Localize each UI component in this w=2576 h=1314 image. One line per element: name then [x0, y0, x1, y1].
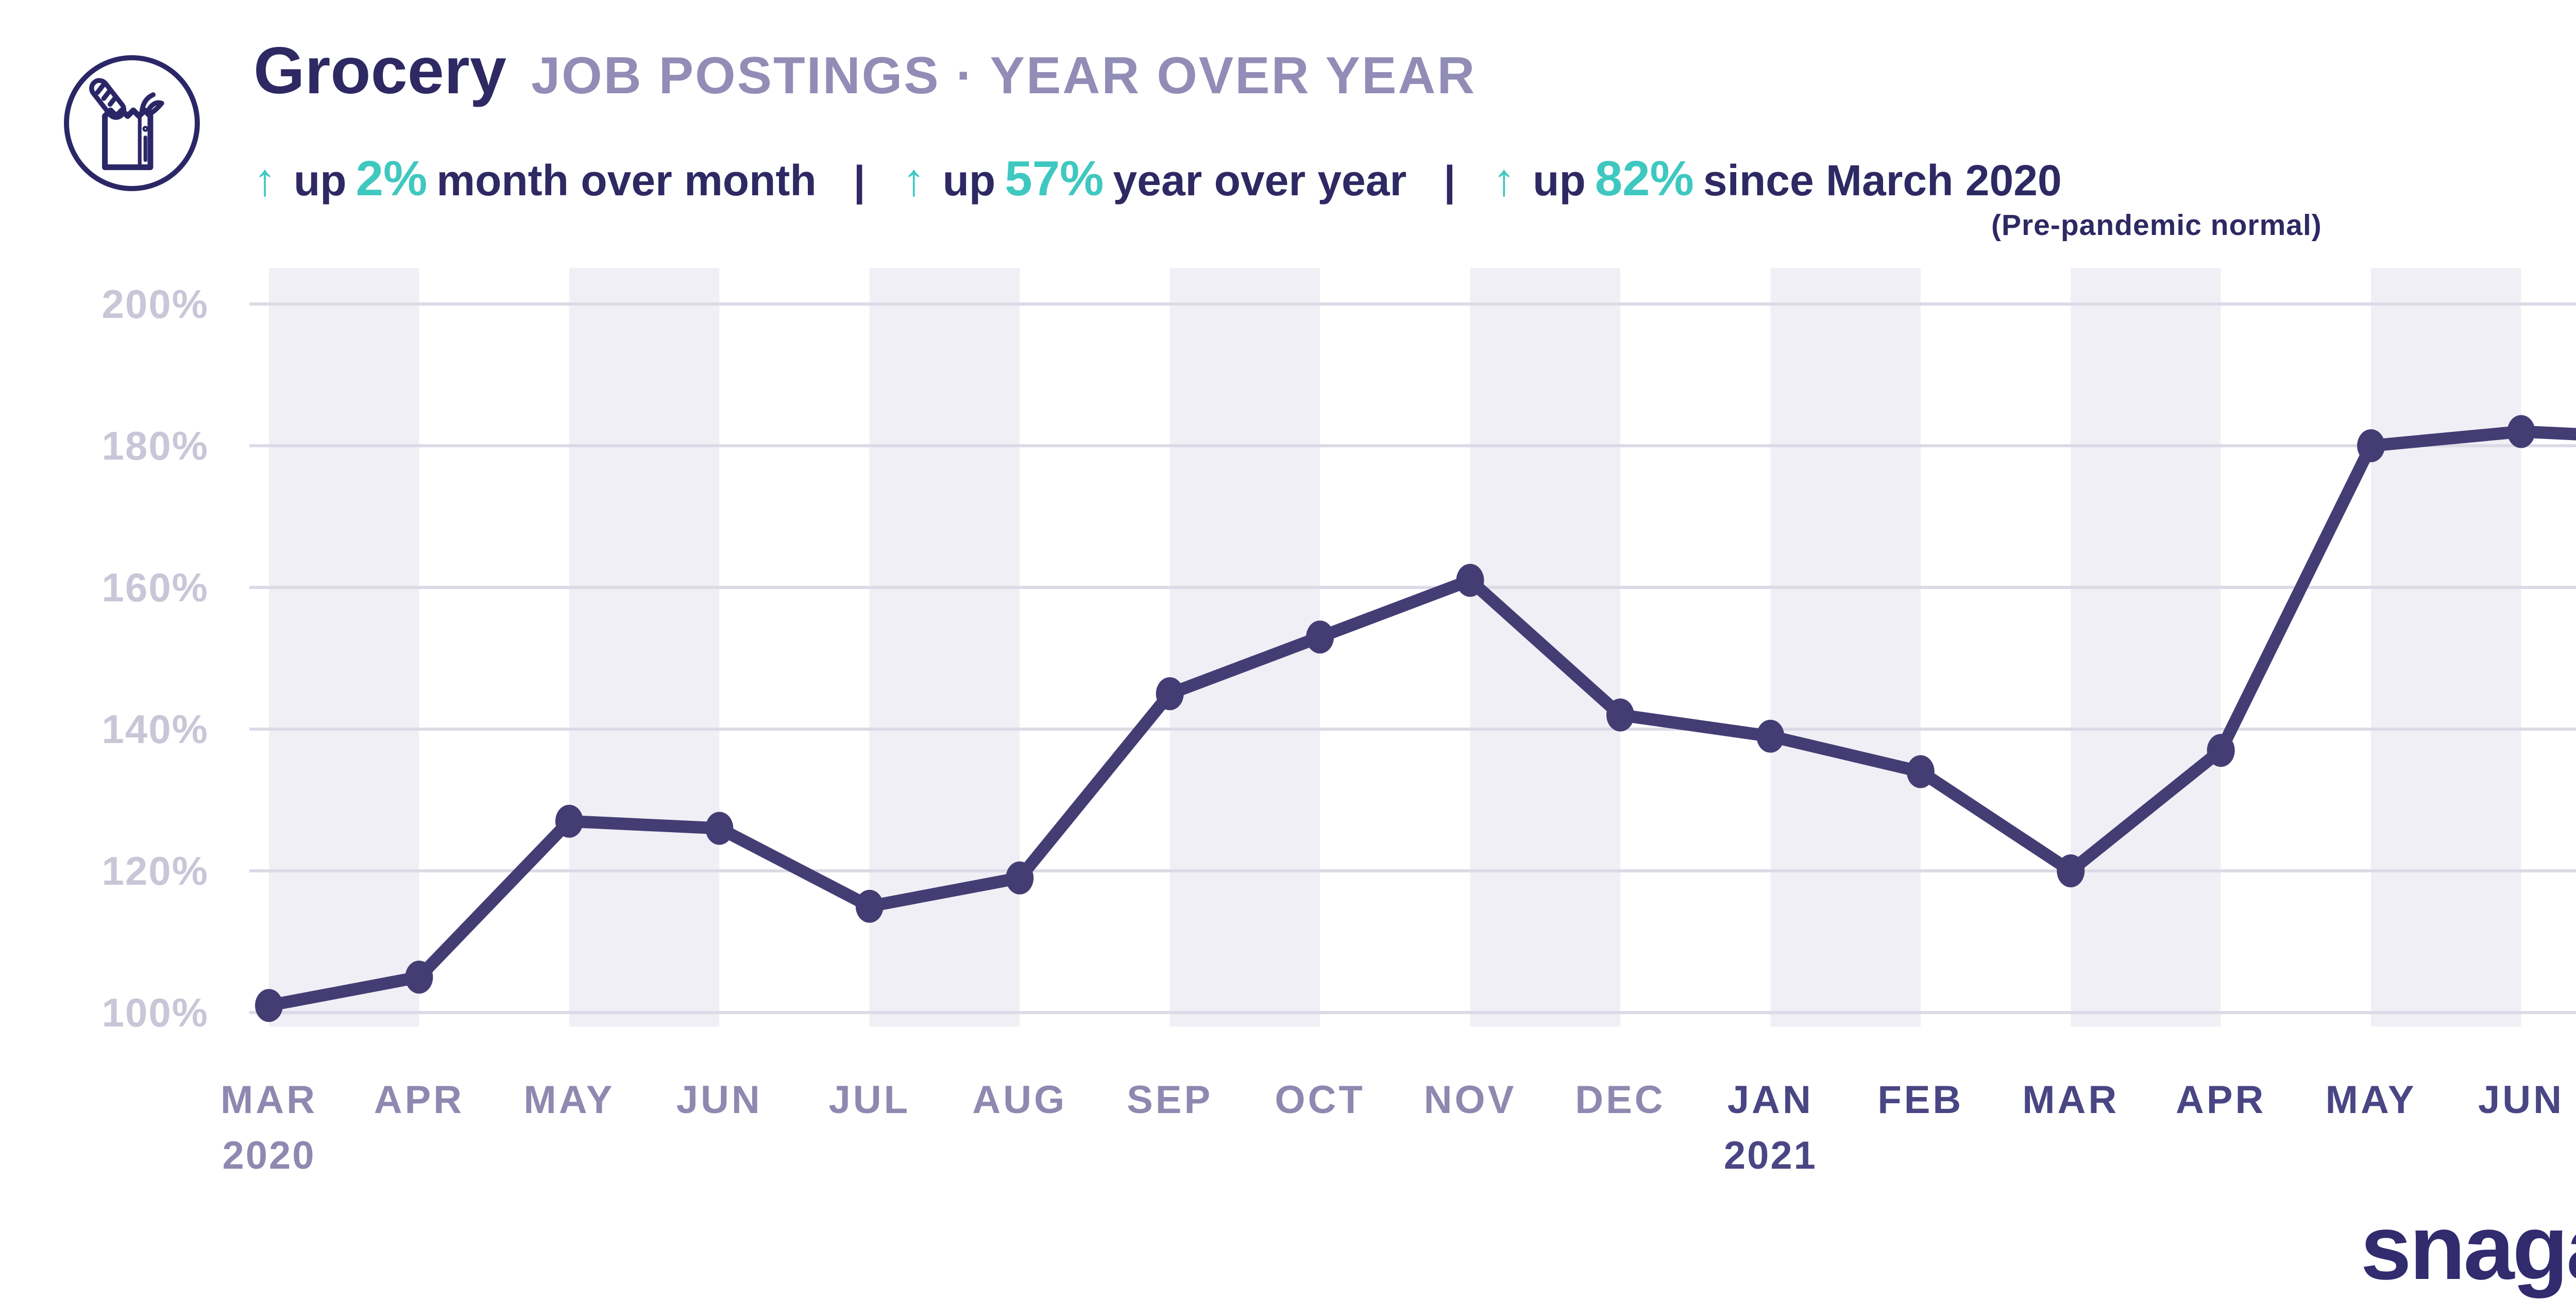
x-axis-label: JUL [828, 1078, 910, 1122]
data-point [1156, 677, 1184, 711]
stat-item: ↑ up 82% since March 2020 [1493, 150, 2062, 207]
x-axis-label: MAR [2022, 1078, 2119, 1122]
data-point [705, 812, 734, 845]
stat-value: 2% [355, 151, 428, 206]
data-point [405, 961, 433, 994]
x-axis-label: APR [2176, 1078, 2266, 1122]
data-point [2507, 415, 2535, 448]
stat-separator: | [853, 158, 866, 205]
stat-value: 82% [1595, 151, 1694, 206]
plot-band [1770, 268, 1921, 1026]
data-point [1906, 755, 1935, 788]
data-point [2357, 429, 2385, 462]
grocery-bag-icon-svg [64, 55, 200, 191]
y-axis-label: 120% [102, 848, 209, 894]
stat-item: ↑ up 57% year over year [903, 150, 1407, 207]
data-point [255, 989, 283, 1022]
stat-value: 57% [1005, 151, 1104, 206]
x-axis-label: NOV [1424, 1078, 1517, 1122]
y-axis-label: 200% [102, 281, 209, 327]
x-axis-label: FEB [1877, 1078, 1963, 1122]
data-point [1756, 719, 1785, 753]
page-title: Grocery [253, 34, 506, 108]
data-point [1606, 698, 1634, 732]
x-axis-year-label: 2021 [1724, 1134, 1817, 1177]
x-axis-label: MAR [221, 1078, 317, 1122]
stat-suffix: since March 2020 [1703, 156, 2062, 205]
x-axis-label: JUN [676, 1078, 762, 1122]
baguette-shape [89, 78, 127, 120]
chart-header: Grocery JOB POSTINGS · YEAR OVER YEAR [253, 33, 1476, 109]
y-axis-label: 180% [102, 423, 209, 468]
bag-shape [102, 107, 154, 171]
y-axis-label: 160% [102, 565, 209, 610]
data-point [1456, 564, 1484, 597]
data-point [1006, 861, 1034, 895]
x-axis-label: DEC [1575, 1078, 1665, 1122]
logo-text: snagajob [2360, 1196, 2576, 1299]
pre-pandemic-note: (Pre-pandemic normal) [1991, 209, 2322, 242]
up-arrow-icon: ↑ [902, 154, 925, 205]
data-point [855, 889, 884, 923]
stat-prefix: up [294, 156, 347, 205]
stat-prefix: up [1533, 156, 1586, 205]
up-arrow-icon: ↑ [253, 154, 276, 205]
page-subtitle: JOB POSTINGS · YEAR OVER YEAR [531, 47, 1477, 105]
data-point [1306, 620, 1334, 654]
plot-band [569, 268, 720, 1026]
stat-separator: | [1444, 158, 1456, 205]
bag-seam-dot [142, 126, 149, 132]
stat-prefix: up [942, 156, 996, 205]
plot-band [869, 268, 1020, 1026]
data-point [2057, 854, 2085, 887]
data-point [2207, 734, 2235, 767]
x-axis-label: SEP [1127, 1078, 1213, 1122]
plot-band [2371, 268, 2521, 1026]
x-axis-year-label: 2020 [222, 1134, 315, 1177]
plot-band [269, 268, 419, 1026]
stats-row: ↑ up 2% month over month | ↑ up 57% year over ye… [253, 150, 2062, 207]
x-axis-label: JUN [2478, 1078, 2564, 1122]
x-axis-label: AUG [972, 1078, 1067, 1122]
stat-item: ↑ up 2% month over month [253, 150, 817, 207]
grocery-bag-icon [61, 52, 203, 194]
up-arrow-icon: ↑ [1493, 154, 1516, 205]
x-axis-label: OCT [1275, 1078, 1365, 1122]
data-point [555, 804, 583, 838]
snagajob-logo: snagajob® [2361, 1194, 2576, 1300]
x-axis-label: JAN [1727, 1078, 1814, 1122]
plot-band [2071, 268, 2221, 1026]
x-axis-label: MAY [2326, 1078, 2417, 1122]
icon-circle-outline [64, 55, 200, 191]
x-axis-label: APR [374, 1078, 464, 1122]
x-axis-label: MAY [523, 1078, 615, 1122]
y-axis-label: 140% [102, 706, 209, 752]
stat-suffix: month over month [436, 156, 817, 205]
stat-suffix: year over year [1113, 156, 1407, 205]
y-axis-label: 100% [102, 990, 209, 1035]
